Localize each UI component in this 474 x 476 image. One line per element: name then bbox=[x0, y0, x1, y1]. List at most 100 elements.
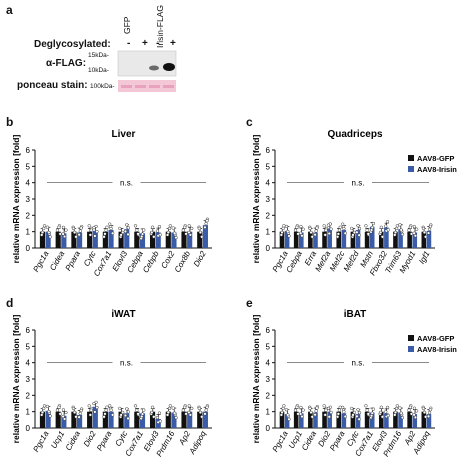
chart-quadriceps-point-1-3-2 bbox=[329, 227, 333, 231]
chart-liver-point-0-2-1 bbox=[74, 235, 78, 239]
chart-quadriceps-point-1-7-2 bbox=[384, 224, 388, 228]
ponceau-band-lane-4 bbox=[163, 85, 174, 88]
chart-quadriceps-point-0-4-0 bbox=[337, 228, 342, 232]
chart-iwat-point-0-1-1 bbox=[55, 408, 60, 412]
chart-quadriceps-point-1-1-2 bbox=[300, 234, 304, 238]
chart-liver-bar-gfp-1 bbox=[55, 231, 61, 248]
chart-ibat-bar-gfp-5 bbox=[350, 411, 356, 428]
chart-liver-point-0-6-2 bbox=[135, 228, 139, 232]
chart-liver-point-0-10-1 bbox=[200, 235, 204, 239]
chart-ibat-bar-irisin-6 bbox=[369, 412, 375, 428]
chart-quadriceps-point-1-3-1 bbox=[327, 231, 331, 236]
chart-ibat-point-0-1-3 bbox=[295, 405, 299, 409]
chart-liver-bar-irisin-4 bbox=[108, 230, 114, 248]
chart-iwat-point-0-8-1 bbox=[167, 406, 172, 411]
chart-ibat-bar-gfp-3 bbox=[322, 411, 327, 428]
deglycosylated-label: Deglycosylated: bbox=[34, 39, 111, 50]
chart-liver-ytick-label-1: 1 bbox=[26, 228, 31, 237]
chart-quadriceps-point-1-4-3 bbox=[342, 226, 346, 231]
chart-iwat-point-1-10-2 bbox=[203, 412, 207, 416]
chart-ibat-point-1-0-3 bbox=[286, 413, 290, 417]
chart-ibat-legend-swatch-1 bbox=[408, 346, 414, 352]
chart-ibat-bar-gfp-1 bbox=[293, 411, 299, 428]
chart-quadriceps-point-0-5-2 bbox=[350, 226, 354, 231]
chart-ibat-bar-irisin-8 bbox=[398, 412, 403, 428]
chart-iwat-bar-gfp-6 bbox=[134, 411, 140, 428]
chart-iwat-point-1-8-1 bbox=[171, 406, 175, 410]
chart-iwat-bar-irisin-2 bbox=[77, 414, 83, 428]
chart-quadriceps-point-0-9-3 bbox=[408, 225, 412, 229]
chart-iwat-point-1-0-3 bbox=[47, 409, 51, 414]
chart-liver-xtick-label-9: Cox8b bbox=[173, 249, 193, 274]
chart-liver-point-1-1-1 bbox=[64, 228, 68, 232]
chart-iwat-bar-irisin-8 bbox=[171, 412, 177, 428]
chart-ibat-legend-label-1: AAV8-Irisin bbox=[417, 345, 457, 354]
chart-liver-ns-label: n.s. bbox=[120, 179, 133, 188]
chart-liver-point-1-0-2 bbox=[48, 235, 52, 239]
chart-ibat-point-1-6-2 bbox=[371, 407, 375, 411]
chart-liver-point-0-1-1 bbox=[55, 228, 60, 232]
panel-letter-e: e bbox=[246, 296, 253, 310]
chart-liver-ytick-label-5: 5 bbox=[26, 162, 31, 171]
chart-liver-point-0-7-2 bbox=[152, 235, 156, 239]
chart-ibat-point-1-9-0 bbox=[412, 413, 416, 417]
chart-iwat-point-1-7-2 bbox=[155, 415, 160, 420]
chart-quadriceps-point-0-10-2 bbox=[422, 230, 427, 235]
chart-ibat-point-0-2-2 bbox=[309, 410, 313, 415]
chart-iwat-xtick-label-9: Ap2 bbox=[177, 429, 193, 447]
chart-iwat-point-0-10-1 bbox=[200, 415, 204, 419]
chart-ibat-point-1-4-3 bbox=[342, 410, 346, 414]
chart-iwat-bar-gfp-2 bbox=[71, 411, 77, 428]
chart-liver-ytick-label-4: 4 bbox=[26, 179, 31, 188]
chart-quadriceps-point-0-3-2 bbox=[322, 224, 326, 228]
chart-quadriceps-bar-irisin-10 bbox=[426, 230, 432, 248]
chart-quadriceps-bar-irisin-4 bbox=[341, 230, 347, 248]
chart-quadriceps-bar-gfp-4 bbox=[336, 231, 342, 248]
chart-liver-point-0-10-3 bbox=[197, 226, 201, 231]
chart-iwat-bar-irisin-10 bbox=[202, 411, 208, 428]
chart-liver-point-1-10-1 bbox=[204, 222, 208, 226]
chart-liver-point-1-0-3 bbox=[47, 230, 51, 235]
chart-quadriceps-bar-irisin-3 bbox=[327, 228, 332, 248]
chart-iwat-point-0-4-0 bbox=[104, 408, 108, 412]
marker-100kda: 100kDa- bbox=[90, 83, 115, 90]
chart-ibat-point-1-0-2 bbox=[287, 417, 291, 421]
chart-liver-point-0-4-1 bbox=[103, 232, 107, 236]
chart-ibat-bar-irisin-9 bbox=[412, 414, 418, 428]
chart-liver-point-1-4-3 bbox=[109, 226, 113, 231]
chart-quadriceps-point-1-0-2 bbox=[287, 234, 291, 238]
chart-quadriceps-bar-irisin-1 bbox=[298, 232, 304, 248]
chart-liver-point-0-3-2 bbox=[87, 224, 91, 228]
marker-15kda: 15kDa- bbox=[88, 52, 109, 59]
chart-ibat-point-1-1-1 bbox=[301, 408, 305, 412]
chart-liver-ylabel: relative mRNA expression [fold] bbox=[11, 135, 21, 264]
chart-liver-xtick-label-3: Cytc bbox=[82, 250, 98, 268]
chart-quadriceps-bar-gfp-3 bbox=[322, 231, 327, 248]
chart-liver-point-0-5-2 bbox=[118, 226, 122, 231]
chart-iwat-point-1-7-3 bbox=[158, 419, 162, 423]
chart-iwat-point-0-9-1 bbox=[181, 408, 185, 412]
chart-liver-bar-irisin-6 bbox=[139, 233, 146, 248]
chart-liver-bar-irisin-9 bbox=[187, 231, 193, 248]
chart-quadriceps-bar-gfp-8 bbox=[393, 231, 398, 248]
chart-iwat-point-1-0-2 bbox=[48, 414, 52, 418]
chart-iwat-point-0-2-1 bbox=[74, 415, 78, 419]
chart-liver-bar-irisin-1 bbox=[61, 233, 67, 248]
chart-liver-ytick-label-6: 6 bbox=[26, 146, 31, 155]
chart-quadriceps-point-1-1-0 bbox=[298, 231, 303, 235]
chart-liver-point-0-9-1 bbox=[181, 228, 185, 232]
panel-letter-c: c bbox=[246, 115, 253, 129]
chart-quadriceps-bar-gfp-10 bbox=[421, 231, 427, 248]
chart-liver-point-1-7-3 bbox=[158, 233, 162, 237]
chart-ibat-point-0-0-2 bbox=[279, 413, 284, 417]
chart-liver-point-1-3-1 bbox=[93, 234, 97, 238]
sign-lane-4: + bbox=[170, 38, 176, 49]
chart-iwat-point-0-3-1 bbox=[88, 413, 93, 417]
chart-iwat-point-1-6-3 bbox=[140, 414, 144, 419]
chart-liver-point-1-9-1 bbox=[190, 226, 194, 231]
chart-iwat-point-1-1-0 bbox=[61, 414, 65, 419]
chart-liver-point-1-3-2 bbox=[95, 229, 99, 234]
chart-iwat-point-1-4-1 bbox=[110, 413, 115, 417]
chart-iwat-ytick-label-3: 3 bbox=[26, 375, 31, 384]
chart-liver-point-1-1-3 bbox=[61, 225, 66, 230]
